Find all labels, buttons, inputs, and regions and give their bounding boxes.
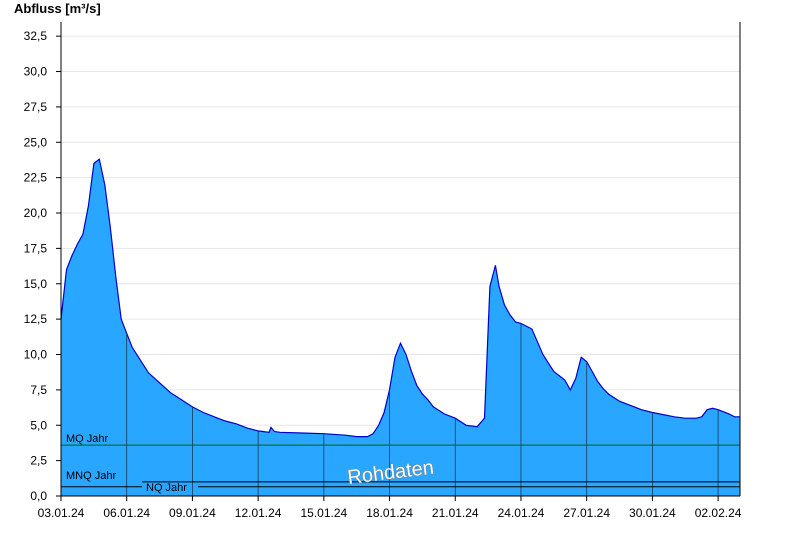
y-tick-label: 7,5	[30, 383, 47, 397]
axes	[56, 22, 741, 501]
y-tick-label: 5,0	[30, 418, 47, 432]
x-tick-labels: 03.01.24 06.01.24 09.01.24 12.01.24 15.01.24…	[38, 506, 742, 520]
x-tick-label: 02.02.24	[695, 506, 742, 520]
reference-lines: MQ Jahr MNQ Jahr NQ Jahr	[61, 433, 740, 494]
y-tick-label: 0,0	[30, 489, 47, 503]
y-tick-label: 20,0	[24, 206, 48, 220]
x-tick-label: 30.01.24	[629, 506, 676, 520]
series-fill	[61, 159, 740, 496]
x-tick-label: 06.01.24	[103, 506, 150, 520]
y-tick-label: 25,0	[24, 135, 48, 149]
ref-label-mnq-jahr: MNQ Jahr	[66, 470, 116, 482]
y-tick-label: 22,5	[24, 171, 48, 185]
y-tick-label: 12,5	[24, 312, 48, 326]
series-area	[60, 158, 740, 496]
y-tick-label: 10,0	[24, 348, 48, 362]
x-tick-label: 15.01.24	[300, 506, 347, 520]
series-line	[60, 158, 740, 438]
grid	[61, 35, 740, 462]
x-tick-label: 03.01.24	[38, 506, 85, 520]
ref-label-nq-jahr: NQ Jahr	[146, 482, 187, 494]
y-tick-label: 27,5	[24, 100, 48, 114]
y-tick-labels: 0,0 2,5 5,0 7,5 10,0 12,5 15,0 17,5 20,0 22,5 25,0…	[24, 29, 48, 503]
y-tick-label: 15,0	[24, 277, 48, 291]
y-tick-label: 2,5	[30, 454, 47, 468]
x-tick-label: 21.01.24	[432, 506, 479, 520]
x-tick-label: 24.01.24	[498, 506, 545, 520]
y-tick-label: 17,5	[24, 241, 48, 255]
ref-label-mq-jahr: MQ Jahr	[66, 433, 109, 445]
x-tick-label: 12.01.24	[235, 506, 282, 520]
y-axis-title: Abfluss [m³/s]	[14, 1, 101, 16]
y-tick-label: 30,0	[24, 65, 48, 79]
x-tick-label: 18.01.24	[366, 506, 413, 520]
y-tick-label: 32,5	[24, 29, 48, 43]
x-tick-label: 09.01.24	[169, 506, 216, 520]
x-tick-label: 27.01.24	[563, 506, 610, 520]
